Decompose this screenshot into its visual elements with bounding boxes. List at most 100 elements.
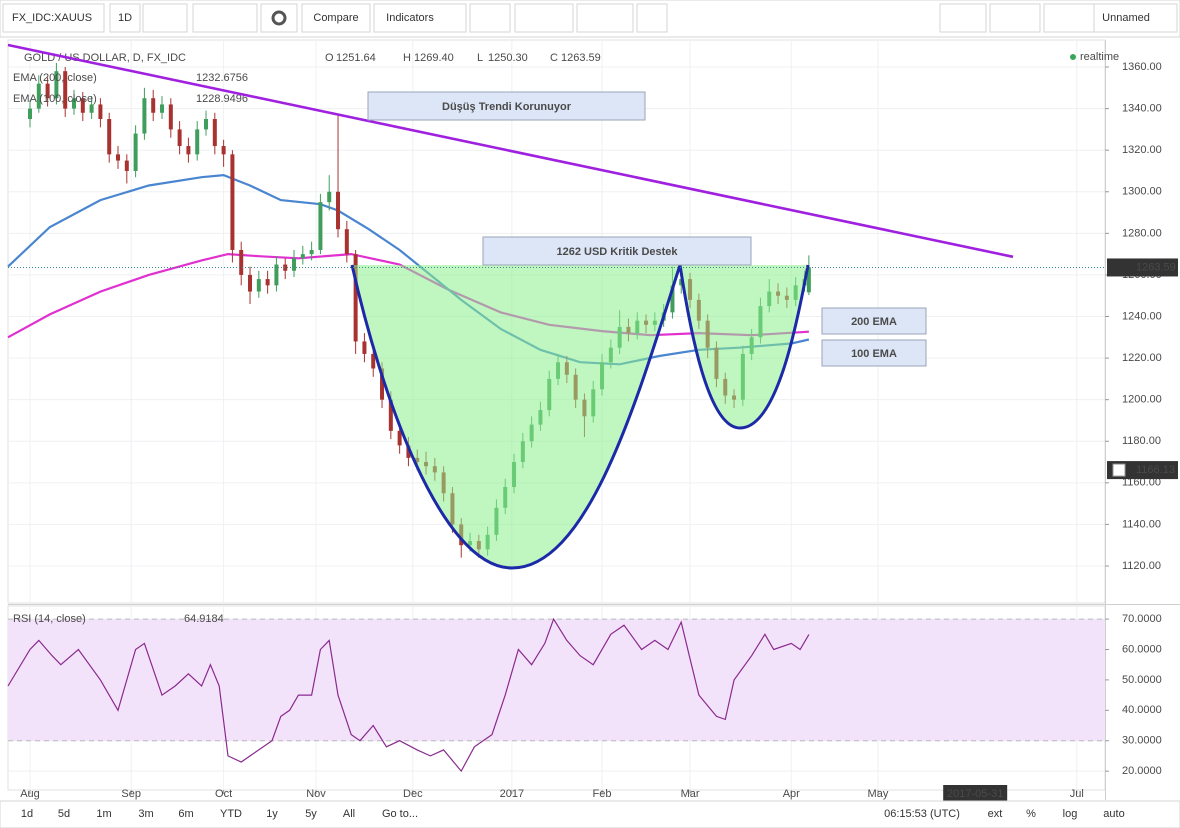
ohlc-value: 1269.40 xyxy=(414,52,454,64)
alert-box[interactable] xyxy=(469,3,511,33)
y-tick-label: 1200.00 xyxy=(1122,394,1162,406)
settings-box[interactable] xyxy=(260,3,298,33)
y-tick-label: 60.0000 xyxy=(1122,643,1162,655)
annotation-box xyxy=(821,339,927,367)
y-tick-label: 50.0000 xyxy=(1122,674,1162,686)
annotation-text: Düşüş Trendi Korunuyor xyxy=(442,101,572,113)
compare-box[interactable] xyxy=(301,3,371,33)
undo-box[interactable] xyxy=(576,3,634,33)
color-box[interactable] xyxy=(939,3,987,33)
layout-box[interactable] xyxy=(1093,3,1178,33)
grid xyxy=(8,40,1105,790)
candle-body xyxy=(142,98,147,134)
symbol: FX_IDC:XAUUS xyxy=(12,12,92,24)
annotation-text: 100 EMA xyxy=(851,348,897,360)
candle-body xyxy=(327,191,332,203)
candle-body xyxy=(300,254,305,259)
x-tick-label: Mar xyxy=(681,788,700,800)
candle-body xyxy=(36,83,41,109)
rsi-band xyxy=(8,619,1105,741)
candle-body xyxy=(54,71,59,99)
goto-button[interactable]: Go to... xyxy=(382,808,418,820)
fullscreen-box[interactable] xyxy=(636,3,668,33)
x-tick-label: Aug xyxy=(20,788,40,800)
range-button[interactable]: 1d xyxy=(21,808,33,820)
candle-body xyxy=(133,133,138,171)
style-box[interactable] xyxy=(192,3,258,33)
y-tick-label: 1140.00 xyxy=(1122,518,1161,530)
y-tick-label: 40.0000 xyxy=(1122,704,1162,716)
y-tick-label: 1240.00 xyxy=(1122,310,1162,322)
ohlc-key: H xyxy=(403,52,411,64)
candle-body xyxy=(151,98,156,113)
scale-option[interactable]: % xyxy=(1026,808,1036,820)
range-button[interactable]: 6m xyxy=(178,808,193,820)
series-line xyxy=(7,617,810,773)
candle-body xyxy=(371,353,376,369)
candle-body xyxy=(248,274,253,292)
ohlc-key: O xyxy=(325,52,334,64)
range-button[interactable]: 1m xyxy=(96,808,111,820)
y-tick-label: 1300.00 xyxy=(1122,186,1162,198)
candle-body xyxy=(195,129,200,155)
series-line xyxy=(7,173,810,366)
x-tick-label: Jul xyxy=(1070,788,1084,800)
top-toolbar: FX_IDC:XAUUS 1D Compare Indicators Unnam… xyxy=(0,0,1180,38)
ohlc-key: L xyxy=(477,52,483,64)
y-tick-label: 20.0000 xyxy=(1122,765,1162,777)
plus-button[interactable] xyxy=(1112,463,1126,477)
scale-option[interactable]: auto xyxy=(1103,808,1124,820)
load-box[interactable] xyxy=(989,3,1041,33)
range-button[interactable]: All xyxy=(343,808,355,820)
indicators: Indicators xyxy=(386,12,434,24)
clock: 06:15:53 (UTC) xyxy=(884,808,960,820)
range-button[interactable]: 5d xyxy=(58,808,70,820)
chart-title: GOLD / US DOLLAR, D, FX_IDC xyxy=(24,52,186,64)
candle-body xyxy=(806,267,811,293)
last-price-box xyxy=(1107,258,1178,277)
candle-body xyxy=(336,191,341,230)
ohlc-value: 1251.64 xyxy=(336,52,376,64)
candle-body xyxy=(116,154,121,161)
interval-box[interactable] xyxy=(109,3,141,33)
candle-body xyxy=(230,154,235,250)
x-tick-label: 2017 xyxy=(500,788,524,800)
candle-body xyxy=(160,104,165,113)
x-tick-label: Dec xyxy=(403,788,423,800)
y-tick-label: 1320.00 xyxy=(1122,144,1162,156)
x-tick-label: Oct xyxy=(215,788,232,800)
y-tick-label: 1160.00 xyxy=(1122,477,1161,489)
range-button[interactable]: 1y xyxy=(266,808,278,820)
y-tick-label: 1340.00 xyxy=(1122,103,1162,115)
save-box[interactable] xyxy=(1043,3,1095,33)
menu-box[interactable] xyxy=(142,3,188,33)
candle-body xyxy=(89,104,94,113)
annotation-text: 200 EMA xyxy=(851,316,897,328)
range-button[interactable]: 3m xyxy=(138,808,153,820)
range-button[interactable]: YTD xyxy=(220,808,242,820)
candle-body xyxy=(212,119,217,147)
candle-body xyxy=(107,119,112,155)
candle-body xyxy=(177,129,182,147)
bottom-toolbar: 1d 5d 1m 3m 6m YTD 1y 5y All Go to... 06:15:53 (UT… xyxy=(0,800,1180,828)
layout-name: Unnamed xyxy=(1102,12,1150,24)
scale-option[interactable]: log xyxy=(1063,808,1078,820)
annotation-box xyxy=(821,307,927,335)
legend-value: 1232.6756 xyxy=(196,72,248,84)
indicators-box[interactable] xyxy=(373,3,467,33)
scale-option[interactable]: ext xyxy=(988,808,1003,820)
legend-value: 1228.9496 xyxy=(196,93,248,105)
x-tick-label: Feb xyxy=(593,788,612,800)
candle-body xyxy=(28,108,33,120)
annotation-box xyxy=(367,91,646,121)
candle-body xyxy=(274,264,279,286)
replay-box[interactable] xyxy=(514,3,574,33)
pane-value: 64.9184 xyxy=(184,613,224,625)
candle-body xyxy=(204,119,209,130)
candle-body xyxy=(98,104,103,120)
candle-body xyxy=(256,279,261,292)
range-button[interactable]: 5y xyxy=(305,808,317,820)
x-tick-label: Nov xyxy=(306,788,326,800)
symbol-box[interactable] xyxy=(2,3,105,33)
legend-label: EMA (100, close) xyxy=(13,93,97,105)
